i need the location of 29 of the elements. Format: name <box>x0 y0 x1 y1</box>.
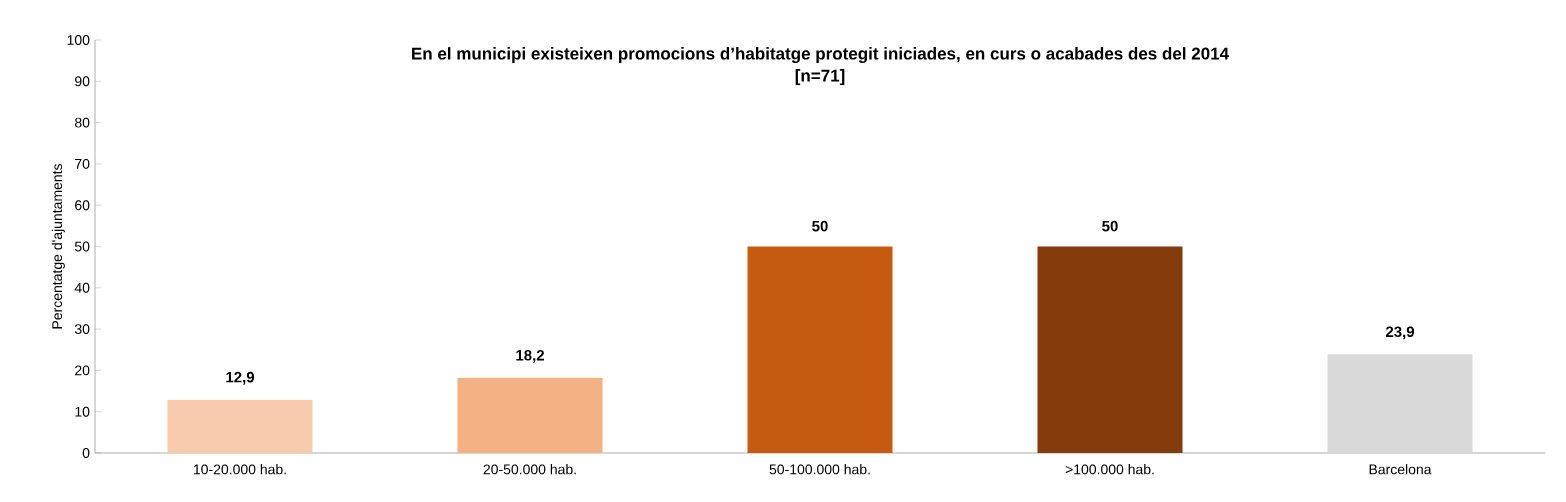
data-label: 18,2 <box>516 349 545 363</box>
bar <box>1327 354 1473 453</box>
y-tick-label: 100 <box>67 35 90 45</box>
bar <box>1037 246 1183 453</box>
y-tick-label: 20 <box>75 365 90 376</box>
y-tick-label: 10 <box>75 406 90 417</box>
bar <box>457 377 603 453</box>
x-tick-label: >100.000 hab. <box>1065 464 1154 475</box>
data-label: 50 <box>1102 220 1118 232</box>
data-label: 12,9 <box>226 371 255 385</box>
bar <box>167 399 313 453</box>
data-label: 50 <box>812 220 828 232</box>
chart-title: En el municipi existeixen promocions d’habitatge protegit iniciades, en curs o acabades des del 2014 <box>412 47 1229 64</box>
y-tick-label: 80 <box>74 117 90 128</box>
x-tick-label: 50-100.000 hab. <box>769 464 870 475</box>
bar <box>747 246 893 453</box>
y-tick-label: 30 <box>74 324 90 335</box>
x-tick-label: 20-50.000 hab. <box>483 464 576 475</box>
y-tick-label: 0 <box>82 448 90 458</box>
data-label: 23,9 <box>1385 326 1415 340</box>
x-tick-label: Barcelona <box>1369 464 1432 475</box>
y-axis-title: Percentatge d'ajuntaments <box>51 163 65 329</box>
y-tick-label: 70 <box>75 158 90 169</box>
y-tick-label: 50 <box>74 241 90 252</box>
text: [n=71] <box>795 69 845 85</box>
y-tick-label: 90 <box>75 76 90 87</box>
y-tick-label: 40 <box>74 282 90 293</box>
y-tick-label: 60 <box>75 200 90 211</box>
x-tick-label: 10-20.000 hab. <box>193 464 286 475</box>
